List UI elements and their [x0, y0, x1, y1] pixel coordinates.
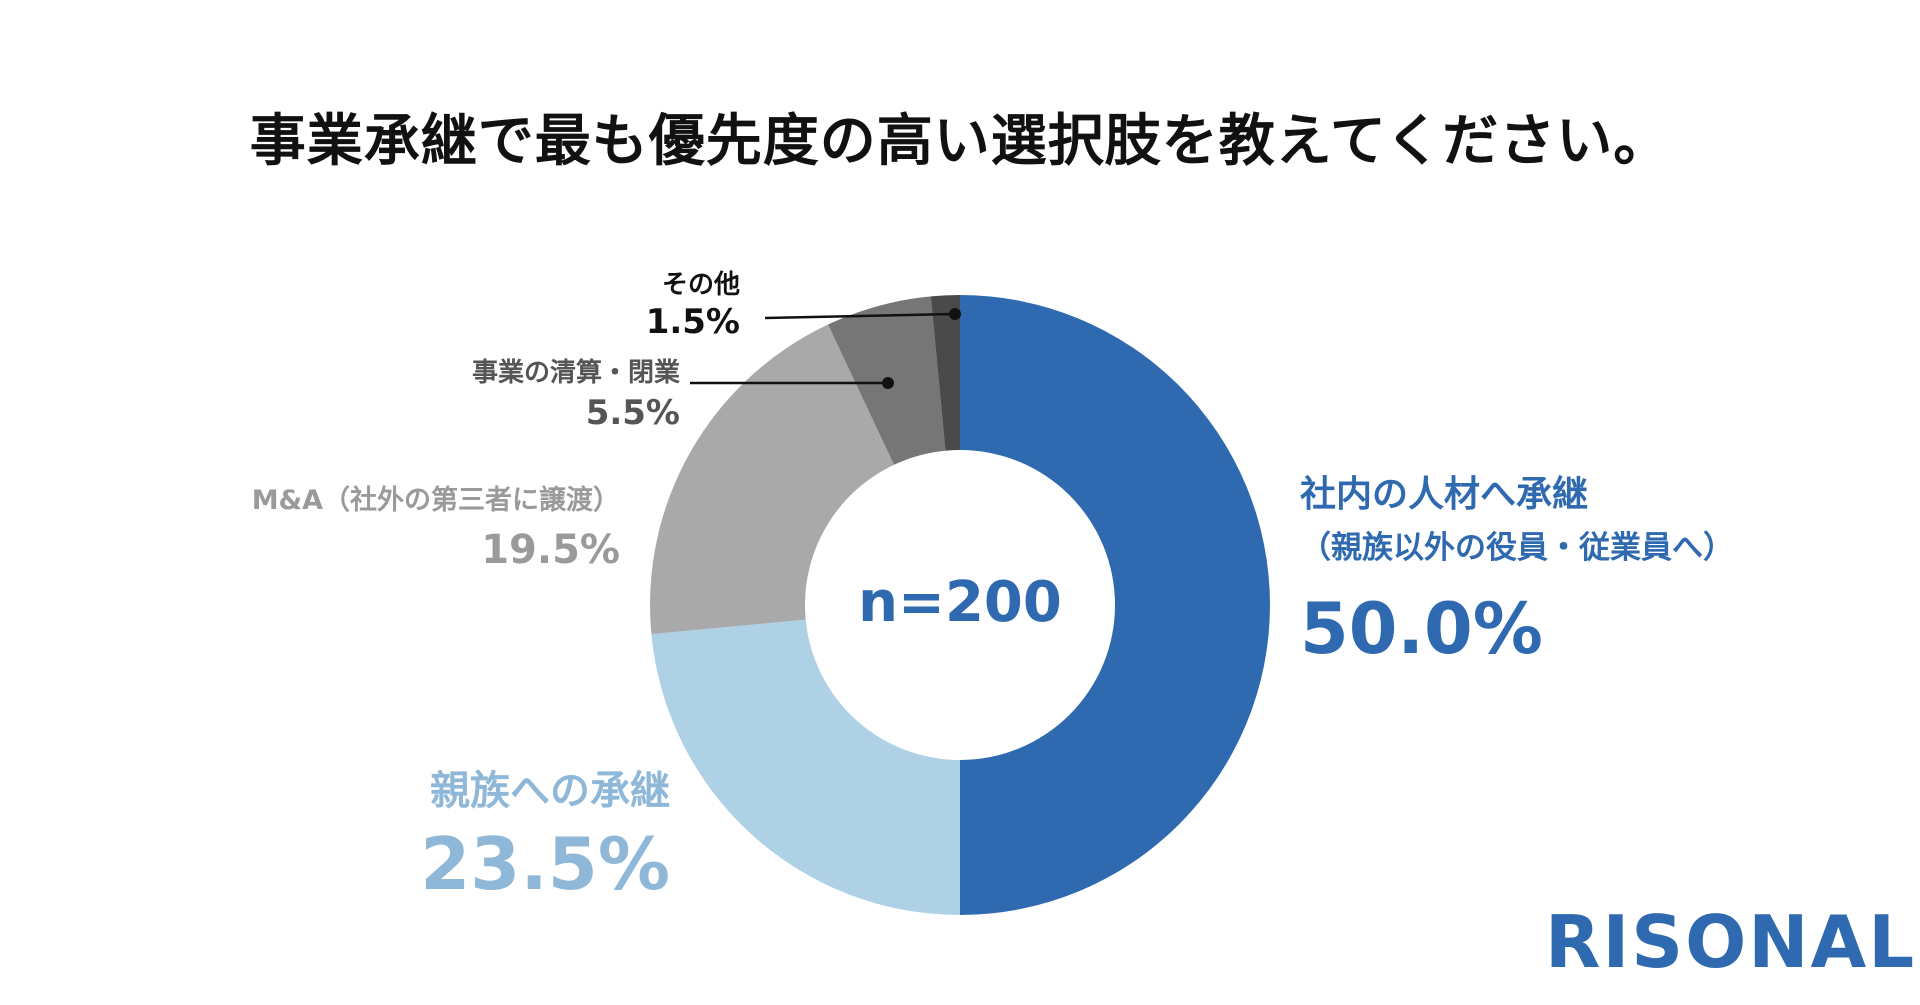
- label-closure-name: 事業の清算・閉業: [471, 358, 680, 388]
- other-leader-dot: [949, 308, 961, 320]
- sample-size-label: n=200: [858, 570, 1062, 635]
- slice-family: [651, 619, 960, 915]
- slice-ma: [650, 324, 895, 635]
- risonal-logo: RISONAL: [1545, 900, 1917, 984]
- slice-other: [930, 295, 960, 451]
- label-family-value: 23.5%: [420, 822, 670, 906]
- label-internal-value: 50.0%: [1300, 588, 1543, 670]
- label-ma-name: M&A（社外の第三者に譲渡）: [251, 485, 620, 516]
- other-leader-line: [764, 312, 956, 320]
- slice-internal: [960, 295, 1270, 915]
- label-family-name: 親族への承継: [430, 768, 670, 814]
- label-other-name: その他: [661, 270, 740, 300]
- label-other-value: 1.5%: [645, 302, 740, 342]
- label-ma-value: 19.5%: [481, 527, 620, 573]
- label-internal-name: 社内の人材へ承継: [1300, 474, 1589, 515]
- closure-leader-dot: [882, 377, 894, 389]
- chart-title: 事業承継で最も優先度の高い選択肢を教えてください。: [249, 109, 1671, 174]
- label-internal-sub: （親族以外の役員・従業員へ）: [1300, 530, 1734, 566]
- label-closure-value: 5.5%: [585, 393, 680, 433]
